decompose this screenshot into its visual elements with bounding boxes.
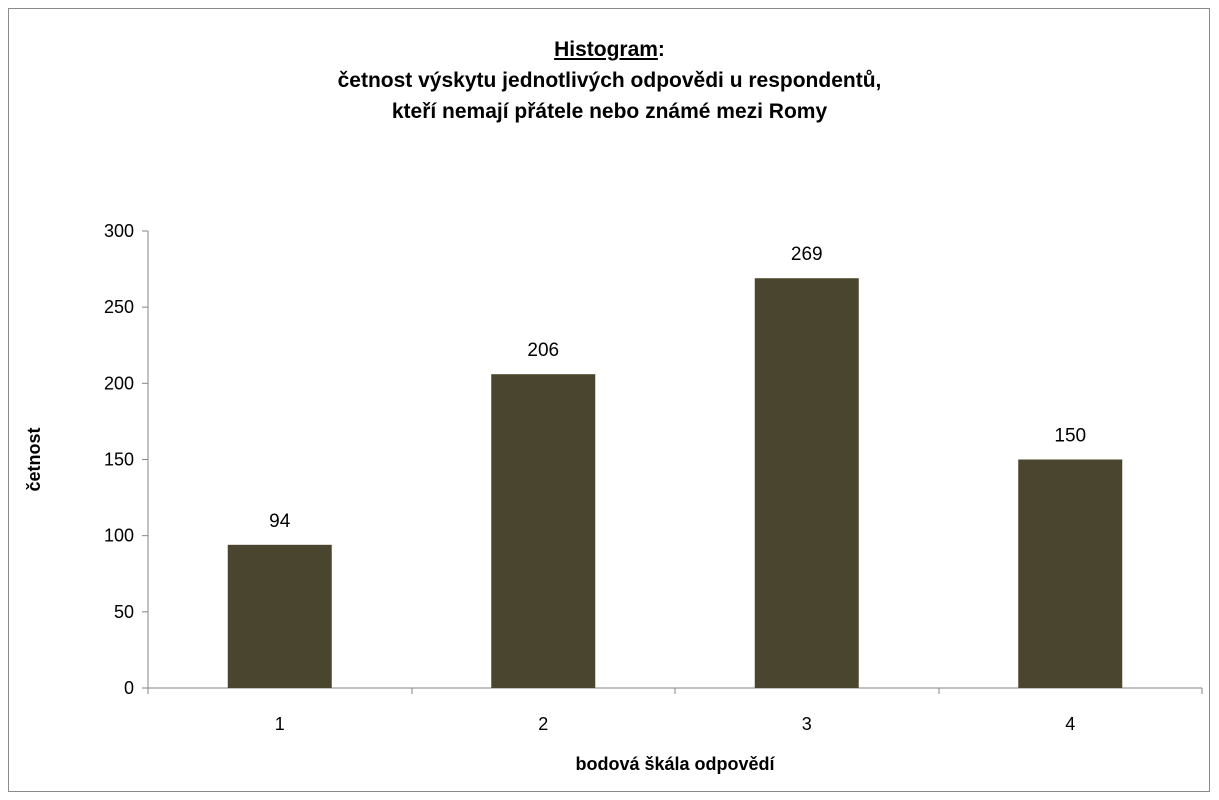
chart-title-line3: kteří nemají přátele nebo známé mezi Rom…	[391, 100, 828, 123]
chart-frame	[8, 8, 1210, 792]
y-tick-label: 100	[104, 526, 134, 546]
x-axis: 1 2 3 4	[147, 687, 1203, 734]
chart-title-colon: :	[657, 38, 665, 61]
y-axis-title: četnost	[24, 427, 44, 491]
y-tick-label: 200	[104, 373, 134, 393]
y-tick-label: 150	[104, 450, 134, 470]
data-labels: 94 206 269 150	[269, 244, 1086, 532]
bar-3	[754, 278, 859, 688]
bar-1	[227, 544, 332, 688]
chart-title-line2: četnost výskytu jednotlivých odpovědi u …	[337, 69, 882, 92]
chart-title-main: Histogram	[554, 38, 658, 61]
bar-2	[491, 374, 596, 688]
x-tick-label: 1	[275, 714, 285, 734]
data-label-1: 94	[269, 511, 291, 532]
x-tick-label: 3	[802, 714, 812, 734]
y-tick-label: 50	[114, 602, 134, 622]
y-tick-label: 0	[124, 678, 134, 698]
y-tick-label: 250	[104, 297, 134, 317]
chart-title: Histogram: četnost výskytu jednotlivých …	[0, 34, 1219, 127]
x-tick-label: 4	[1065, 714, 1075, 734]
x-tick-label: 2	[538, 714, 548, 734]
data-label-4: 150	[1054, 426, 1086, 447]
bar-4	[1018, 459, 1123, 688]
data-label-2: 206	[527, 340, 559, 361]
x-axis-title: bodová škála odpovědí	[575, 754, 775, 774]
data-label-3: 269	[791, 244, 823, 265]
bars	[227, 278, 1123, 688]
y-tick-label: 300	[104, 221, 134, 241]
y-axis: 0 50 100 150 200 250 300	[104, 221, 149, 698]
